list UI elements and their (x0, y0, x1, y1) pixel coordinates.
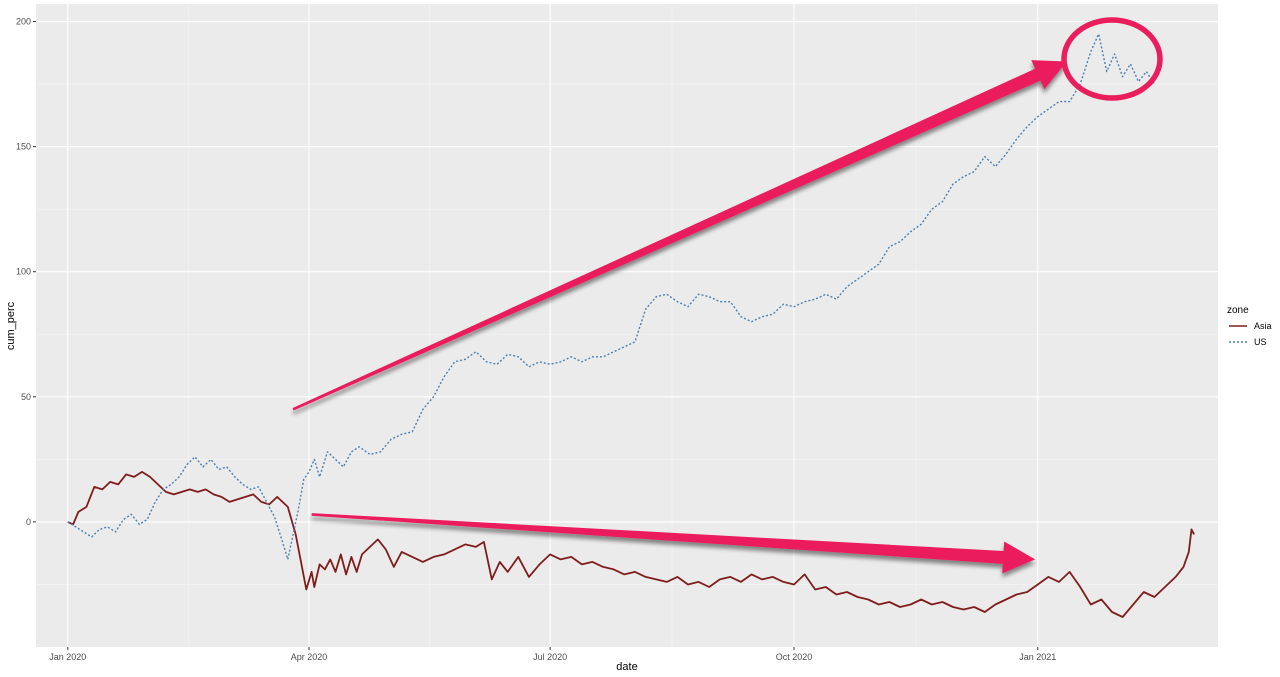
legend-label-us: US (1254, 337, 1267, 347)
y-axis-title: cum_perc (5, 301, 17, 350)
annotation-arrow-2 (311, 513, 1036, 574)
major-gridlines (36, 4, 1218, 647)
y-tick-label: 50 (21, 392, 31, 402)
y-tick-label: 150 (16, 142, 31, 152)
annotation-circle (1061, 17, 1163, 101)
x-axis-title: date (616, 661, 637, 673)
y-axis-ticks: 0 50 100 150 200 (16, 17, 36, 527)
series-layer (67, 33, 1195, 618)
y-tick-label: 0 (26, 517, 31, 527)
x-tick-label: Jan 2021 (1019, 652, 1056, 662)
x-tick-label: Jan 2020 (49, 652, 86, 662)
legend: zone Asia US (1227, 305, 1272, 347)
legend-title: zone (1227, 305, 1249, 316)
series-line-asia (67, 471, 1195, 618)
x-tick-label: Apr 2020 (291, 652, 328, 662)
x-tick-label: Oct 2020 (776, 652, 813, 662)
y-tick-label: 200 (16, 17, 31, 27)
plot-panel (36, 4, 1218, 647)
y-tick-label: 100 (16, 267, 31, 277)
x-tick-label: Jul 2020 (533, 652, 567, 662)
x-axis-ticks: Jan 2020 Apr 2020 Jul 2020 Oct 2020 Jan 2021 (49, 647, 1056, 662)
series-line-us (67, 33, 1155, 561)
legend-label-asia: Asia (1254, 321, 1272, 331)
annotation-layer (292, 17, 1163, 574)
minor-gridlines (36, 4, 1218, 647)
annotation-arrow-1 (292, 60, 1067, 411)
